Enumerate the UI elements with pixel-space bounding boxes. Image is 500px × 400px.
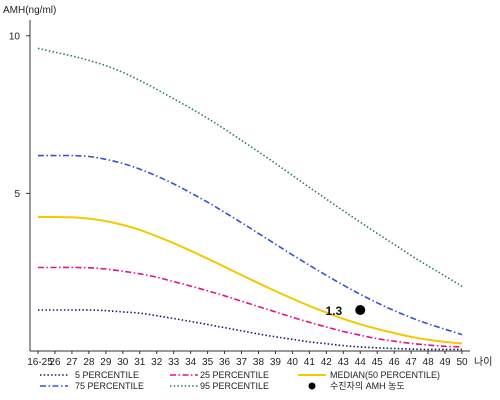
legend-label-4: 95 PERCENTILE xyxy=(200,381,269,391)
series-line-4 xyxy=(37,47,463,288)
x-tick-label: 39 xyxy=(270,357,282,368)
series-line-3 xyxy=(38,154,463,336)
x-tick-label: 35 xyxy=(202,357,214,368)
y-tick-label: 5 xyxy=(14,189,20,200)
x-tick-label: 38 xyxy=(253,357,265,368)
x-tick-label: 46 xyxy=(389,357,401,368)
x-tick-label: 26 xyxy=(49,357,61,368)
patient-amh-point xyxy=(355,305,366,316)
series-lines xyxy=(37,47,463,351)
x-tick-label: 48 xyxy=(423,357,435,368)
x-tick-label: 36 xyxy=(219,357,231,368)
x-tick-label: 16-25 xyxy=(27,357,53,368)
x-tick-label: 50 xyxy=(456,357,468,368)
x-tick-label: 34 xyxy=(185,357,197,368)
x-tick-label: 31 xyxy=(134,357,146,368)
patient-amh-value-label: 1.3 xyxy=(326,304,343,318)
legend-label-0: 5 PERCENTILE xyxy=(75,370,139,380)
legend-point-label: 수진자의 AMH 농도 xyxy=(330,381,405,391)
x-tick-label: 41 xyxy=(304,357,316,368)
x-tick-label: 45 xyxy=(372,357,384,368)
x-tick-label: 40 xyxy=(287,357,299,368)
y-tick-label: 10 xyxy=(9,31,21,42)
legend: 5 PERCENTILE 25 PERCENTILE MEDIAN(50 PERCE… xyxy=(40,370,440,391)
legend-label-2: MEDIAN(50 PERCENTILE) xyxy=(330,370,440,380)
x-tick-label: 32 xyxy=(151,357,163,368)
legend-label-3: 75 PERCENTILE xyxy=(75,381,144,391)
legend-label-1: 25 PERCENTILE xyxy=(200,370,269,380)
x-tick-label: 42 xyxy=(321,357,333,368)
x-tick-label: 47 xyxy=(406,357,418,368)
series-line-2 xyxy=(38,216,463,345)
x-tick-label: 37 xyxy=(236,357,248,368)
x-tick-label: 30 xyxy=(117,357,129,368)
series-line-1 xyxy=(38,266,463,348)
patient-point-layer: 1.3 xyxy=(326,304,366,318)
series-line-0 xyxy=(38,309,462,351)
x-tick-label: 49 xyxy=(439,357,451,368)
x-tick-label: 27 xyxy=(66,357,78,368)
y-axis-title: AMH(ng/ml) xyxy=(3,5,56,16)
x-tick-label: 43 xyxy=(338,357,350,368)
legend-point-marker xyxy=(308,382,316,390)
x-tick-label: 33 xyxy=(168,357,180,368)
x-tick-label: 28 xyxy=(83,357,95,368)
x-tick-label: 44 xyxy=(355,357,367,368)
x-tick-label: 29 xyxy=(100,357,112,368)
x-axis-title: 나이 xyxy=(474,356,492,368)
